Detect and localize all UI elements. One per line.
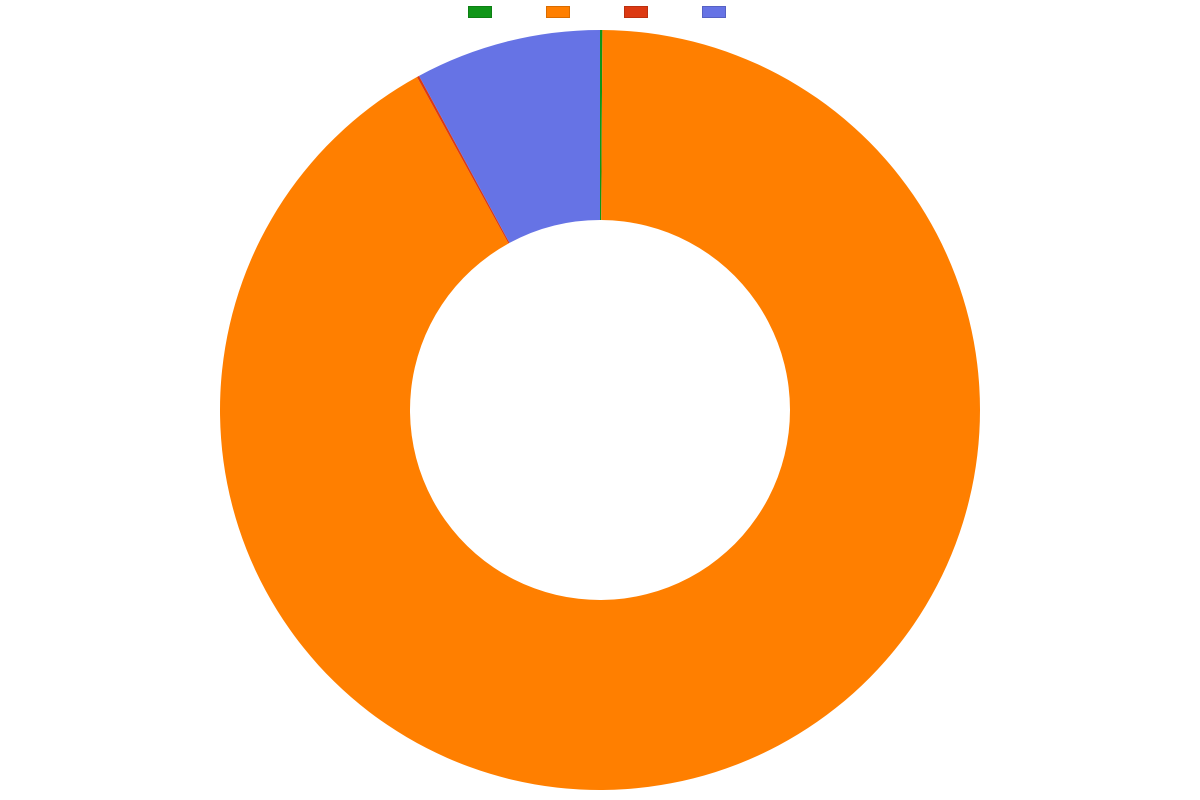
chart-container [0, 0, 1200, 800]
donut-chart [0, 0, 1200, 800]
